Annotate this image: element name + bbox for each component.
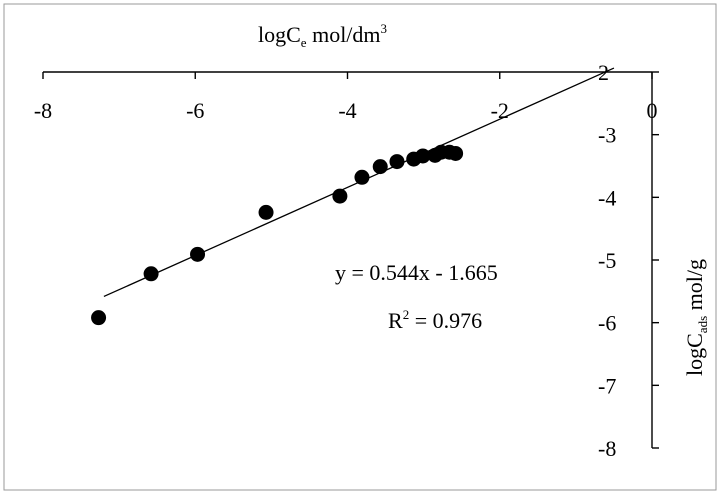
chart-frame — [3, 3, 717, 491]
data-point — [332, 188, 348, 204]
y-tick-label: -8 — [598, 436, 616, 461]
data-points — [91, 144, 464, 326]
x-tick-label: -6 — [186, 98, 204, 123]
r-squared: R2 = 0.976 — [388, 307, 482, 333]
data-point — [389, 154, 405, 170]
y-tick-label: -6 — [598, 311, 616, 336]
y-tick-label: -3 — [598, 123, 616, 148]
x-tick-label: 0 — [647, 98, 658, 123]
data-point — [415, 148, 431, 164]
y-axis-title: logCads mol/g — [682, 259, 710, 376]
data-point — [143, 266, 159, 282]
trend-equation: y = 0.544x - 1.665 — [335, 260, 498, 285]
data-point — [448, 145, 464, 161]
data-point — [190, 246, 206, 262]
data-point — [91, 310, 107, 326]
data-point — [354, 169, 370, 185]
y-tick-label: -4 — [598, 185, 616, 210]
x-tick-label: -4 — [338, 98, 356, 123]
y-tick-label: -7 — [598, 373, 616, 398]
y-tick-label: -5 — [598, 248, 616, 273]
x-axis-title: logCe mol/dm3 — [258, 21, 387, 50]
x-tick-label: -8 — [34, 98, 52, 123]
data-point — [372, 159, 388, 175]
data-point — [258, 204, 274, 220]
